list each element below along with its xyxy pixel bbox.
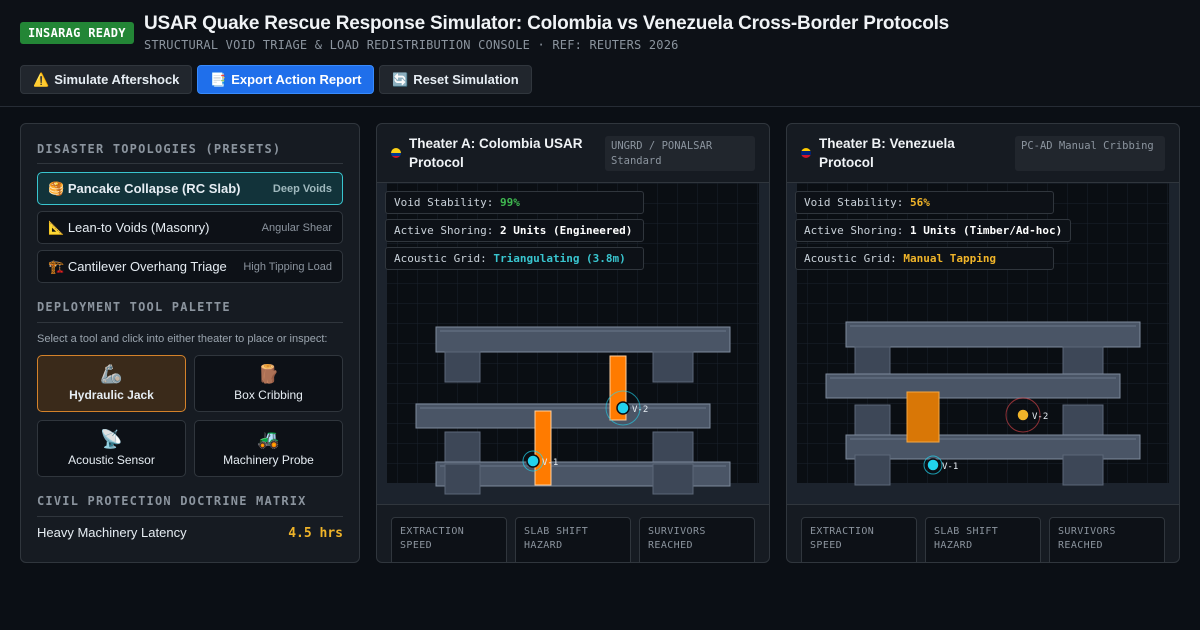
app-header: INSARAG READY USAR Quake Rescue Response… (0, 0, 1200, 107)
theater-header: Theater B: Venezuela Protocol PC-AD Manu… (787, 124, 1179, 183)
preset-cantilever-overhang[interactable]: 🏗️ Cantilever Overhang Triage High Tippi… (37, 250, 343, 283)
hydraulic-shore (534, 410, 552, 486)
theater-stats: EXTRACTION SPEED SLAB SHIFT HAZARD SURVI… (787, 504, 1179, 562)
page-subtitle: STRUCTURAL VOID TRIAGE & LOAD REDISTRIBU… (144, 38, 679, 52)
theater-header: Theater A: Colombia USAR Protocol UNGRD … (377, 124, 769, 183)
active-shoring-readout: Active Shoring: 2 Units (Engineered) (385, 219, 644, 242)
active-shoring-readout: Active Shoring: 1 Units (Timber/Ad-hoc) (795, 219, 1072, 242)
section-divider (37, 322, 343, 323)
construction-icon: 🏗️ (48, 258, 65, 274)
doctrine-metric-label: Heavy Machinery Latency (37, 525, 187, 540)
theater-b-canvas[interactable]: V-2 V-1 Void Stability: 56% Active Shori… (787, 183, 1179, 504)
tools-hint: Select a tool and click into either thea… (37, 333, 328, 345)
simulate-aftershock-label: Simulate Aftershock (54, 72, 180, 87)
tractor-icon: 🚜 (257, 429, 280, 449)
tool-label: Box Cribbing (234, 388, 303, 402)
stat-slab-shift-hazard: SLAB SHIFT HAZARD (515, 517, 631, 562)
stat-survivors-reached: SURVIVORS REACHED (639, 517, 755, 562)
preset-lean-to-voids[interactable]: 📐 Lean-to Voids (Masonry) Angular Shear (37, 211, 343, 244)
tools-section-title: DEPLOYMENT TOOL PALETTE (37, 300, 231, 314)
tool-label: Hydraulic Jack (69, 388, 154, 402)
reset-simulation-button[interactable]: 🔄 Reset Simulation (379, 65, 532, 94)
preset-tag: Angular Shear (261, 221, 332, 234)
antenna-icon: 📡 (100, 429, 123, 449)
svg-text:V-2: V-2 (1032, 412, 1048, 422)
svg-text:V-1: V-1 (542, 458, 558, 468)
tool-label: Acoustic Sensor (68, 453, 155, 467)
report-icon: 📑 (210, 72, 227, 87)
doctrine-metric-value: 4.5 hrs (288, 526, 343, 541)
section-divider (37, 516, 343, 517)
victim-marker (616, 401, 630, 415)
theater-stats: EXTRACTION SPEED SLAB SHIFT HAZARD SURVI… (377, 504, 769, 562)
acoustic-grid-readout: Acoustic Grid: Manual Tapping (795, 247, 1054, 270)
victim-marker (1016, 408, 1030, 422)
preset-tag: Deep Voids (272, 182, 332, 195)
theater-b-panel: Theater B: Venezuela Protocol PC-AD Manu… (786, 123, 1180, 563)
venezuela-flag-icon (801, 148, 811, 158)
status-badge: INSARAG READY (20, 22, 134, 44)
stat-survivors-reached: SURVIVORS REACHED (1049, 517, 1165, 562)
timber-crib (906, 391, 940, 443)
protocol-tag: UNGRD / PONALSAR Standard (605, 136, 755, 171)
presets-section-title: DISASTER TOPOLOGIES (PRESETS) (37, 142, 282, 156)
void-stability-readout: Void Stability: 99% (385, 191, 644, 214)
acoustic-grid-readout: Acoustic Grid: Triangulating (3.8m) (385, 247, 644, 270)
theater-title: Theater A: Colombia USAR Protocol (409, 136, 583, 170)
stat-extraction-speed: EXTRACTION SPEED (801, 517, 917, 562)
tool-hydraulic-jack[interactable]: 🦾 Hydraulic Jack (37, 355, 186, 412)
refresh-icon: 🔄 (392, 72, 409, 87)
reset-simulation-label: Reset Simulation (413, 72, 519, 87)
preset-pancake-collapse[interactable]: 🥞 Pancake Collapse (RC Slab) Deep Voids (37, 172, 343, 205)
wood-icon: 🪵 (257, 364, 280, 384)
preset-name: Pancake Collapse (RC Slab) (67, 180, 241, 196)
preset-name: Lean-to Voids (Masonry) (67, 219, 210, 235)
theater-a-panel: Theater A: Colombia USAR Protocol UNGRD … (376, 123, 770, 563)
protocol-tag: PC-AD Manual Cribbing (1015, 136, 1165, 171)
tool-box-cribbing[interactable]: 🪵 Box Cribbing (194, 355, 343, 412)
stat-slab-shift-hazard: SLAB SHIFT HAZARD (925, 517, 1041, 562)
void-stability-readout: Void Stability: 56% (795, 191, 1054, 214)
stat-extraction-speed: EXTRACTION SPEED (391, 517, 507, 562)
tool-acoustic-sensor[interactable]: 📡 Acoustic Sensor (37, 420, 186, 477)
section-divider (37, 163, 343, 164)
theater-title: Theater B: Venezuela Protocol (819, 136, 955, 170)
pancake-icon: 🥞 (48, 180, 65, 196)
mechanical-arm-icon: 🦾 (100, 364, 123, 384)
triangle-ruler-icon: 📐 (48, 219, 65, 235)
svg-text:V-1: V-1 (942, 462, 958, 472)
control-sidebar: DISASTER TOPOLOGIES (PRESETS) 🥞 Pancake … (20, 123, 360, 563)
page-title: USAR Quake Rescue Response Simulator: Co… (144, 13, 950, 34)
warning-icon: ⚠️ (33, 72, 50, 87)
simulate-aftershock-button[interactable]: ⚠️ Simulate Aftershock (20, 65, 193, 94)
victim-marker (926, 458, 940, 472)
preset-name: Cantilever Overhang Triage (67, 258, 227, 274)
export-action-report-label: Export Action Report (231, 72, 362, 87)
victim-marker (526, 454, 540, 468)
doctrine-section-title: CIVIL PROTECTION DOCTRINE MATRIX (37, 494, 307, 508)
svg-text:V-2: V-2 (632, 405, 648, 415)
tool-machinery-probe[interactable]: 🚜 Machinery Probe (194, 420, 343, 477)
tool-label: Machinery Probe (223, 453, 314, 467)
theater-a-canvas[interactable]: V-2 V-1 Void Stability: 99% Active Shori… (377, 183, 769, 504)
colombia-flag-icon (391, 148, 401, 158)
export-action-report-button[interactable]: 📑 Export Action Report (197, 65, 375, 94)
preset-tag: High Tipping Load (243, 260, 332, 273)
